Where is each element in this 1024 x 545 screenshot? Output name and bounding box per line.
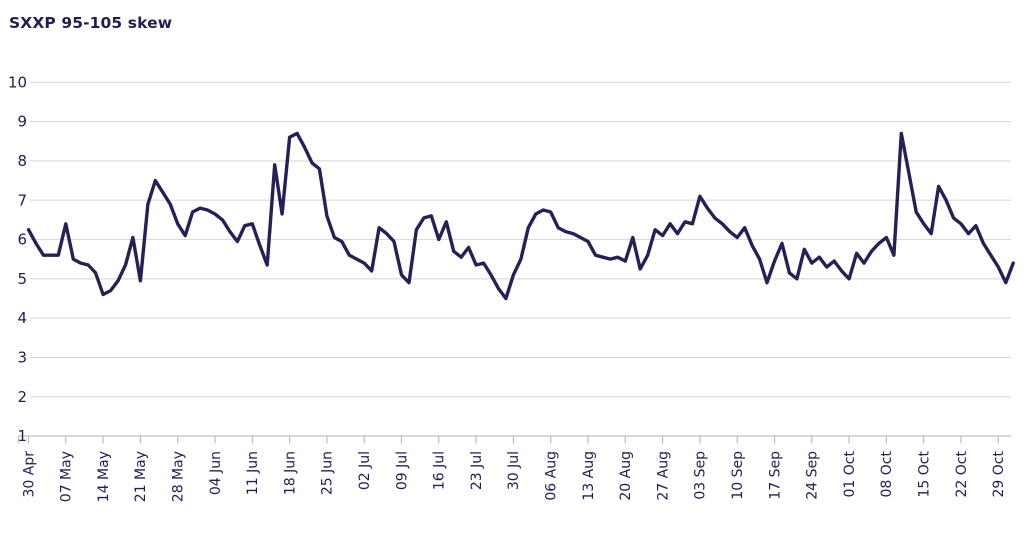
x-axis-tick-label: 17 Sep — [767, 451, 783, 500]
y-axis-label: 8 — [17, 152, 27, 170]
x-axis-tick-label: 23 Jul — [469, 451, 485, 490]
x-axis-tick-label: 10 Sep — [730, 451, 746, 500]
x-axis-tick-label: 06 Aug — [543, 451, 559, 501]
x-axis-tick-label: 11 Jun — [245, 451, 261, 495]
y-axis-label: 5 — [17, 270, 27, 288]
x-axis-tick-label: 25 Jun — [320, 451, 336, 495]
y-axis-label: 4 — [17, 309, 27, 327]
x-axis-tick-label: 27 Aug — [655, 451, 671, 501]
x-axis-tick-label: 09 Jul — [394, 451, 410, 490]
x-axis-tick-label: 22 Oct — [954, 451, 970, 498]
x-axis-tick-label: 20 Aug — [618, 451, 634, 501]
x-axis-tick-label: 14 May — [96, 451, 112, 502]
x-axis-tick-label: 24 Sep — [805, 451, 821, 500]
x-axis-tick-label: 16 Jul — [432, 451, 448, 490]
x-axis-tick-label: 08 Oct — [879, 451, 895, 498]
y-axis-label: 7 — [17, 191, 27, 209]
x-axis-tick-label: 13 Aug — [581, 451, 597, 501]
x-axis-tick-label: 30 Jul — [506, 451, 522, 490]
x-axis-tick-label: 03 Sep — [693, 451, 709, 500]
x-axis-tick-label: 29 Oct — [991, 451, 1007, 498]
x-axis-tick-label: 02 Jul — [357, 451, 373, 490]
x-axis-tick-label: 07 May — [59, 451, 75, 502]
x-axis-tick-label: 01 Oct — [842, 451, 858, 498]
skew-series-line — [26, 131, 1015, 301]
y-axis-label: 10 — [8, 73, 27, 91]
x-axis-tick-label: 15 Oct — [916, 451, 932, 498]
y-axis-label: 6 — [17, 231, 27, 249]
x-axis-tick-label: 04 Jun — [208, 451, 224, 495]
x-axis-tick-label: 28 May — [170, 451, 186, 502]
x-axis-tick-label: 21 May — [133, 451, 149, 502]
y-axis-label: 2 — [17, 388, 27, 406]
y-axis-label: 3 — [17, 349, 27, 367]
x-axis-tick-label: 18 Jun — [282, 451, 298, 495]
chart-title: SXXP 95-105 skew — [9, 14, 173, 32]
y-axis-label: 9 — [17, 113, 27, 131]
x-axis-tick-label: 30 Apr — [21, 451, 37, 498]
y-axis-label: 1 — [17, 427, 27, 445]
